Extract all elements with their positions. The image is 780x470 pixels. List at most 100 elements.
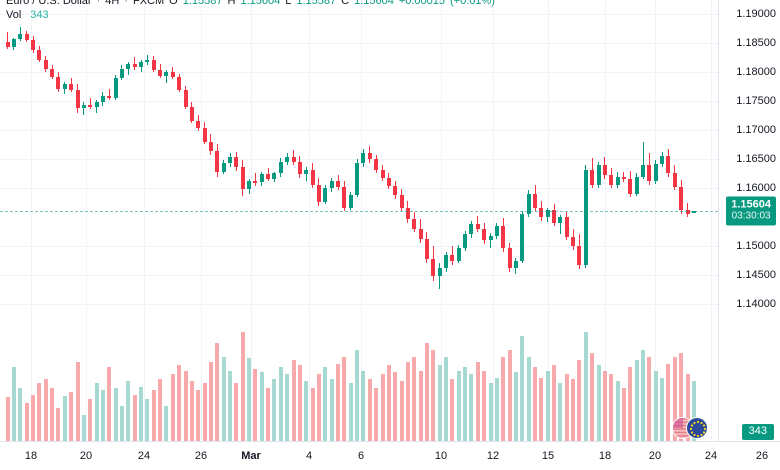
candle-body [355,162,360,196]
gridline-vertical [605,0,606,441]
volume-bar [113,388,118,441]
candle-body [679,187,684,211]
candlestick [100,0,105,330]
candle-body [240,167,245,190]
volume-bar [285,374,290,441]
volume-bar [367,379,372,441]
candlestick [482,0,487,330]
time-tick-label: 20 [648,450,662,462]
currency-pair-flags[interactable] [672,417,708,439]
volume-bar [634,360,639,441]
candle-body [56,77,61,89]
candlestick [208,0,213,330]
candle-body [316,184,321,203]
candlestick [545,0,550,330]
current-price-badge[interactable]: 1.15604 03:30:03 [726,196,776,226]
candle-body [672,173,677,187]
gridline-horizontal [0,43,718,45]
candlestick [259,0,264,330]
candle-body [196,121,201,128]
candle-body [234,156,239,168]
candle-body [450,255,455,262]
volume-bar [424,342,429,441]
candlestick [647,0,652,330]
candlestick [18,0,23,330]
candle-wick [439,263,441,289]
candle-wick [89,97,91,110]
candlestick [583,0,588,330]
volume-bar [94,382,99,441]
candle-body [545,210,550,218]
candlestick [234,0,239,330]
candle-body [634,176,639,194]
volume-bar [577,360,582,441]
candle-body [609,175,614,185]
candlestick [37,0,42,330]
volume-bar [316,374,321,441]
volume-bar [100,390,105,441]
volume-bar [266,388,271,441]
candlestick [139,0,144,330]
candle-body [590,169,595,185]
candle-body [132,64,137,67]
candle-body [469,224,474,235]
gridline-vertical [361,0,362,441]
candle-body [418,228,423,240]
candle-body [501,226,506,249]
candlestick [240,0,245,330]
chart-plot-area[interactable] [0,0,718,441]
candle-body [596,165,601,185]
candle-body [208,141,213,152]
candlestick [361,0,366,330]
volume-bar [609,374,614,441]
candle-wick [687,203,688,218]
candle-body [424,239,429,259]
candle-body [100,95,105,103]
volume-bar [221,356,226,441]
candle-body [513,261,518,269]
volume-badge[interactable]: 343 [741,424,774,440]
time-axis[interactable]: 18 20 24 26 Mar 4 6 10 12 15 18 20 24 26 [0,441,780,470]
candle-body [558,217,563,223]
gridline-vertical [548,0,549,441]
candle-wick [7,32,9,50]
volume-bar [50,388,55,441]
volume-bar [533,367,537,441]
volume-bar [552,365,557,441]
volume-bar [291,360,296,441]
candle-body [482,228,487,241]
candle-body [107,95,112,98]
volume-bar [107,367,112,441]
volume-bar [488,382,493,441]
volume-bar [196,390,201,441]
candle-body [444,255,449,269]
candlestick [634,0,639,330]
candle-body [475,224,480,229]
volume-bar [437,365,442,441]
candle-body [463,234,468,249]
time-tick-label: 15 [541,450,555,462]
candle-body [88,104,93,108]
candle-body [507,248,512,269]
candlestick [450,0,455,330]
volume-bar [158,379,163,441]
candle-body [602,165,607,176]
candlestick [221,0,226,330]
candle-body [431,258,436,277]
volume-bar [355,349,360,441]
candlestick [266,0,271,330]
candle-wick [134,57,136,71]
price-axis[interactable]: 1.19000 1.18500 1.18000 1.17500 1.17000 1.165… [718,0,780,441]
volume-bar [628,367,633,441]
candle-body [278,161,283,174]
volume-bar [494,377,499,441]
volume-bar [310,388,315,441]
candlestick [672,0,677,330]
candlestick [183,0,188,330]
candlestick [177,0,182,330]
candle-body [11,38,16,47]
candlestick [679,0,684,330]
volume-bar [482,370,487,441]
gridline-vertical [31,0,32,441]
